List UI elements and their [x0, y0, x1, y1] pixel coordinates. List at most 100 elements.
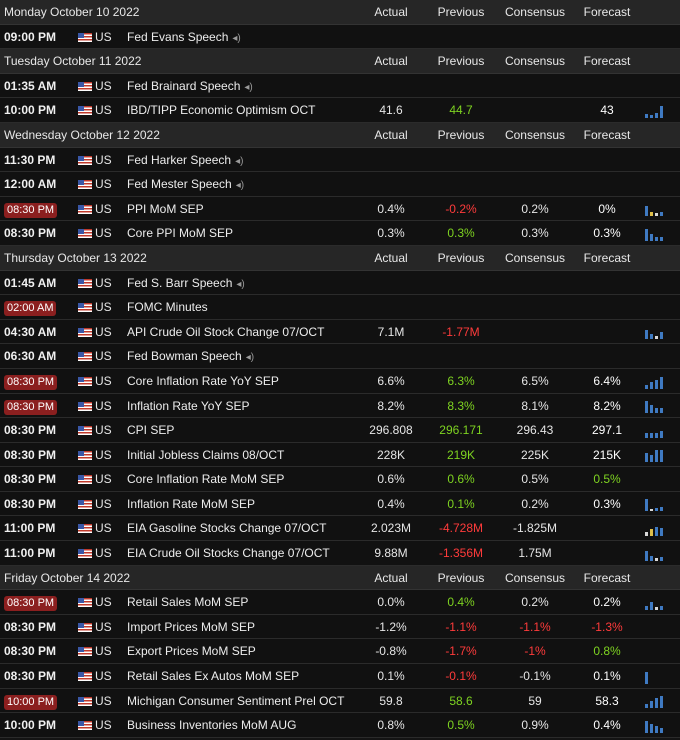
event-name-label[interactable]: Fed Harker Speech — [127, 152, 232, 167]
event-name-label[interactable]: Business Inventories MoM AUG — [127, 718, 297, 733]
event-row[interactable]: 08:30 PM US Import Prices MoM SEP -1.2% -1.1… — [0, 614, 680, 640]
event-row[interactable]: 08:30 PM US Retail Sales MoM SEP 0.0% 0.4% 0.… — [0, 590, 680, 615]
event-name-label[interactable]: EIA Crude Oil Stocks Change 07/OCT — [127, 546, 330, 561]
event-name[interactable]: Inflation Rate MoM SEP — [127, 492, 255, 516]
event-name-label[interactable]: Michigan Consumer Sentiment Prel OCT — [127, 693, 345, 708]
event-row[interactable]: 10:00 PM US IBD/TIPP Economic Optimism OCT… — [0, 98, 680, 123]
sparkline-chart[interactable] — [645, 664, 671, 688]
header-forecast[interactable]: Forecast — [583, 127, 631, 142]
header-forecast[interactable]: Forecast — [583, 54, 631, 69]
header-previous[interactable]: Previous — [437, 54, 485, 69]
event-name-label[interactable]: Fed S. Barr Speech — [127, 275, 233, 290]
event-name[interactable]: Import Prices MoM SEP — [127, 615, 255, 639]
sparkline-chart[interactable] — [645, 221, 671, 245]
event-name[interactable]: CPI SEP — [127, 418, 174, 442]
header-actual[interactable]: Actual — [374, 570, 408, 585]
sparkline-chart[interactable] — [645, 197, 671, 221]
event-name-label[interactable]: Initial Jobless Claims 08/OCT — [127, 447, 285, 462]
header-forecast[interactable]: Forecast — [583, 250, 631, 265]
header-forecast[interactable]: Forecast — [583, 5, 631, 19]
sparkline-chart[interactable] — [645, 320, 671, 344]
event-row[interactable]: 12:00 AM US Fed Mester Speech ◂) — [0, 172, 680, 197]
event-name-label[interactable]: Inflation Rate YoY SEP — [127, 398, 250, 413]
sparkline-chart[interactable] — [645, 443, 671, 467]
event-name[interactable]: Export Prices MoM SEP — [127, 639, 256, 663]
event-name-label[interactable]: CPI SEP — [127, 423, 175, 438]
event-row[interactable]: 06:30 AM US Fed Bowman Speech ◂) — [0, 344, 680, 369]
header-consensus[interactable]: Consensus — [504, 127, 566, 142]
event-name[interactable]: Core Inflation Rate YoY SEP — [127, 369, 279, 393]
header-consensus[interactable]: Consensus — [504, 5, 566, 19]
event-name[interactable]: Fed Evans Speech ◂) — [127, 25, 241, 49]
event-name[interactable]: Core PPI MoM SEP — [127, 221, 233, 245]
event-name[interactable]: Initial Jobless Claims 08/OCT — [127, 443, 284, 467]
event-name[interactable]: Inflation Rate YoY SEP — [127, 394, 250, 418]
header-actual[interactable]: Actual — [374, 127, 408, 142]
event-row[interactable]: 10:00 PM US Business Inventories MoM AUG 0.… — [0, 713, 680, 738]
sparkline-chart[interactable] — [645, 418, 671, 442]
event-row[interactable]: 04:30 AM US API Crude Oil Stock Change 07/… — [0, 319, 680, 345]
header-previous[interactable]: Previous — [437, 5, 485, 19]
event-name[interactable]: Fed Bowman Speech ◂) — [127, 344, 254, 368]
sparkline-chart[interactable] — [645, 492, 671, 516]
event-name-label[interactable]: EIA Gasoline Stocks Change 07/OCT — [127, 521, 327, 536]
header-actual[interactable]: Actual — [374, 5, 408, 19]
event-row[interactable]: 08:30 PM US Initial Jobless Claims 08/OCT 2… — [0, 442, 680, 468]
header-consensus[interactable]: Consensus — [504, 250, 566, 265]
event-row[interactable]: 11:00 PM US EIA Crude Oil Stocks Change 07… — [0, 541, 680, 566]
event-name[interactable]: Retail Sales MoM SEP — [127, 590, 248, 614]
event-name[interactable]: EIA Crude Oil Stocks Change 07/OCT — [127, 541, 330, 565]
event-name-label[interactable]: Inflation Rate MoM SEP — [127, 496, 256, 511]
event-row[interactable]: 11:30 PM US Fed Harker Speech ◂) — [0, 147, 680, 173]
event-name[interactable]: Fed Harker Speech ◂) — [127, 148, 243, 172]
event-name-label[interactable]: Fed Brainard Speech — [127, 78, 241, 93]
event-name[interactable]: Fed Mester Speech ◂) — [127, 172, 244, 196]
event-name[interactable]: Michigan Consumer Sentiment Prel OCT — [127, 689, 344, 713]
event-name[interactable]: Retail Sales Ex Autos MoM SEP — [127, 664, 299, 688]
event-row[interactable]: 08:30 PM US Inflation Rate MoM SEP 0.4% 0.1%… — [0, 491, 680, 517]
event-name-label[interactable]: Core Inflation Rate MoM SEP — [127, 472, 285, 487]
event-name-label[interactable]: Retail Sales Ex Autos MoM SEP — [127, 669, 300, 684]
event-name[interactable]: Core Inflation Rate MoM SEP — [127, 467, 284, 491]
event-name-label[interactable]: IBD/TIPP Economic Optimism OCT — [127, 103, 316, 118]
event-row[interactable]: 08:30 PM US Core Inflation Rate MoM SEP 0.6… — [0, 467, 680, 492]
sparkline-chart[interactable] — [645, 590, 671, 614]
event-name[interactable]: FOMC Minutes — [127, 295, 208, 319]
event-name[interactable]: PPI MoM SEP — [127, 197, 204, 221]
sparkline-chart[interactable] — [645, 369, 671, 393]
sparkline-chart[interactable] — [645, 98, 671, 122]
event-row[interactable]: 08:30 PM US Core Inflation Rate YoY SEP 6.6… — [0, 368, 680, 394]
sparkline-chart[interactable] — [645, 516, 671, 540]
header-consensus[interactable]: Consensus — [504, 570, 566, 585]
event-name[interactable]: IBD/TIPP Economic Optimism OCT — [127, 98, 315, 122]
event-row[interactable]: 08:30 PM US Inflation Rate YoY SEP 8.2% 8.3%… — [0, 393, 680, 419]
header-previous[interactable]: Previous — [437, 127, 485, 142]
header-consensus[interactable]: Consensus — [504, 54, 566, 69]
event-row[interactable]: 08:30 PM US Retail Sales Ex Autos MoM SEP 0… — [0, 664, 680, 689]
event-name[interactable]: Fed Brainard Speech ◂) — [127, 74, 253, 98]
event-row[interactable]: 09:00 PM US Fed Evans Speech ◂) — [0, 24, 680, 50]
event-name-label[interactable]: PPI MoM SEP — [127, 201, 204, 216]
header-forecast[interactable]: Forecast — [583, 570, 631, 585]
header-previous[interactable]: Previous — [437, 250, 485, 265]
event-name-label[interactable]: Import Prices MoM SEP — [127, 619, 256, 634]
event-name-label[interactable]: Export Prices MoM SEP — [127, 644, 256, 659]
event-name-label[interactable]: FOMC Minutes — [127, 300, 208, 315]
event-name-label[interactable]: Retail Sales MoM SEP — [127, 595, 249, 610]
event-name-label[interactable]: Fed Mester Speech — [127, 177, 232, 192]
event-name-label[interactable]: Fed Bowman Speech — [127, 349, 242, 364]
event-name[interactable]: API Crude Oil Stock Change 07/OCT — [127, 320, 324, 344]
event-row[interactable]: 08:30 PM US Export Prices MoM SEP -0.8% -1.7… — [0, 639, 680, 665]
event-row[interactable]: 08:30 PM US Core PPI MoM SEP 0.3% 0.3% 0.3% 0.… — [0, 221, 680, 246]
sparkline-chart[interactable] — [645, 394, 671, 418]
event-name[interactable]: Fed S. Barr Speech ◂) — [127, 271, 245, 295]
event-name-label[interactable]: Fed Evans Speech — [127, 29, 229, 44]
event-row[interactable]: 01:45 AM US Fed S. Barr Speech ◂) — [0, 270, 680, 296]
header-actual[interactable]: Actual — [374, 54, 408, 69]
event-name-label[interactable]: API Crude Oil Stock Change 07/OCT — [127, 324, 325, 339]
header-actual[interactable]: Actual — [374, 250, 408, 265]
event-name-label[interactable]: Core Inflation Rate YoY SEP — [127, 373, 279, 388]
event-row[interactable]: 02:00 AM US FOMC Minutes — [0, 295, 680, 320]
event-name-label[interactable]: Core PPI MoM SEP — [127, 226, 234, 241]
event-row[interactable]: 08:30 PM US CPI SEP 296.808 296.171 296.43 297… — [0, 418, 680, 443]
